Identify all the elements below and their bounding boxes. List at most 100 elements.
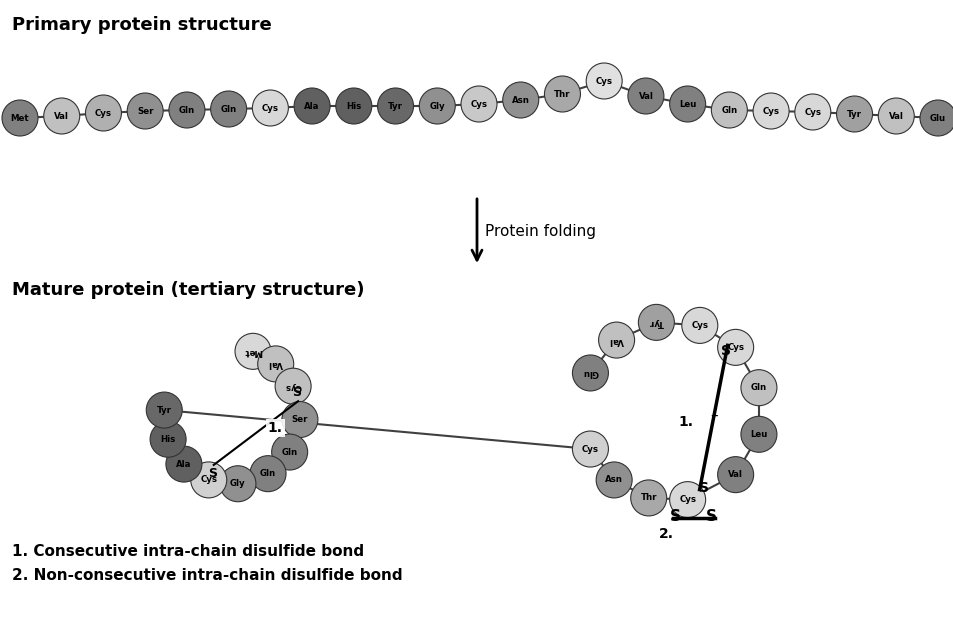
Text: 1.: 1. [678, 416, 693, 429]
Circle shape [681, 307, 717, 344]
Circle shape [572, 431, 608, 467]
Circle shape [150, 421, 186, 457]
Text: His: His [346, 101, 361, 111]
Text: Thr: Thr [554, 90, 570, 98]
Text: Asn: Asn [511, 96, 529, 105]
Circle shape [44, 98, 80, 134]
Text: Cys: Cys [761, 106, 779, 116]
Circle shape [836, 96, 872, 132]
Text: S: S [670, 509, 680, 524]
Circle shape [234, 333, 271, 369]
Circle shape [418, 88, 455, 124]
Text: Val: Val [888, 111, 902, 120]
Circle shape [250, 456, 286, 491]
Text: Mature protein (tertiary structure): Mature protein (tertiary structure) [12, 281, 364, 299]
Text: His: His [160, 435, 175, 444]
Text: Val: Val [54, 111, 69, 120]
Text: 1. Consecutive intra-chain disulfide bond: 1. Consecutive intra-chain disulfide bon… [12, 543, 364, 558]
Text: Gly: Gly [230, 480, 246, 488]
Text: –: – [709, 408, 717, 423]
Circle shape [281, 401, 317, 438]
Text: Glu: Glu [929, 113, 945, 123]
Text: Gly: Gly [429, 101, 445, 111]
Circle shape [752, 93, 788, 129]
Circle shape [2, 100, 38, 136]
Text: Tyr: Tyr [846, 110, 862, 118]
Circle shape [878, 98, 913, 134]
Text: Gln: Gln [281, 448, 297, 456]
Text: Val: Val [727, 470, 742, 479]
Text: Ser: Ser [292, 415, 308, 424]
Circle shape [253, 90, 288, 126]
Text: Gln: Gln [220, 105, 236, 113]
Circle shape [627, 78, 663, 114]
Text: Cys: Cys [691, 321, 707, 330]
Text: S: S [698, 481, 708, 495]
Text: Gln: Gln [178, 106, 194, 115]
Text: Thr: Thr [639, 493, 657, 503]
Circle shape [191, 462, 227, 498]
Text: Primary protein structure: Primary protein structure [12, 16, 272, 34]
Circle shape [460, 86, 497, 122]
Circle shape [669, 86, 705, 122]
Circle shape [740, 416, 776, 453]
Circle shape [544, 76, 579, 112]
Text: Ser: Ser [137, 106, 153, 116]
Circle shape [717, 329, 753, 366]
Text: Tyr: Tyr [388, 101, 402, 111]
Circle shape [335, 88, 372, 124]
Circle shape [717, 456, 753, 493]
Text: Tyr: Tyr [156, 406, 172, 414]
Circle shape [585, 63, 621, 99]
Text: Glu: Glu [581, 369, 598, 377]
Text: Met: Met [10, 113, 30, 123]
Circle shape [740, 370, 776, 406]
Text: Leu: Leu [679, 100, 696, 108]
Text: Cys: Cys [95, 108, 112, 118]
Text: S: S [208, 467, 217, 480]
Circle shape [272, 434, 308, 470]
Text: S: S [293, 386, 301, 399]
Circle shape [166, 446, 202, 482]
Circle shape [294, 88, 330, 124]
Circle shape [220, 466, 255, 502]
Circle shape [146, 392, 182, 428]
Text: Met: Met [243, 347, 262, 356]
Text: S: S [705, 509, 717, 524]
Circle shape [630, 480, 666, 516]
Text: Cys: Cys [803, 108, 821, 116]
Text: Cys: Cys [679, 495, 696, 504]
Circle shape [257, 346, 294, 382]
Text: Ala: Ala [176, 459, 192, 469]
Text: Leu: Leu [749, 430, 767, 439]
Circle shape [169, 92, 205, 128]
Text: Cys: Cys [726, 343, 743, 352]
Text: Gln: Gln [260, 469, 275, 478]
Circle shape [377, 88, 413, 124]
Text: Gln: Gln [720, 106, 737, 115]
Text: S: S [720, 344, 730, 358]
Text: 2. Non-consecutive intra-chain disulfide bond: 2. Non-consecutive intra-chain disulfide… [12, 568, 402, 583]
Text: Gln: Gln [750, 383, 766, 393]
Text: Val: Val [609, 336, 623, 344]
Text: Val: Val [638, 91, 653, 101]
Circle shape [502, 82, 538, 118]
Text: Ala: Ala [304, 101, 319, 111]
Text: –: – [689, 508, 698, 526]
Text: Cys: Cys [595, 76, 612, 86]
Circle shape [86, 95, 121, 131]
Text: Protein folding: Protein folding [484, 223, 596, 239]
Text: Cys: Cys [261, 103, 278, 113]
Text: Cys: Cys [284, 382, 301, 391]
Text: 1.: 1. [268, 421, 283, 435]
Text: Asn: Asn [604, 475, 622, 485]
Text: 2.: 2. [658, 526, 673, 541]
Text: Cys: Cys [470, 100, 487, 108]
Circle shape [794, 94, 830, 130]
Circle shape [919, 100, 953, 136]
Text: Tyr: Tyr [648, 318, 663, 327]
Text: Val: Val [268, 359, 283, 369]
Circle shape [127, 93, 163, 129]
Circle shape [572, 355, 608, 391]
Text: Cys: Cys [200, 475, 217, 485]
